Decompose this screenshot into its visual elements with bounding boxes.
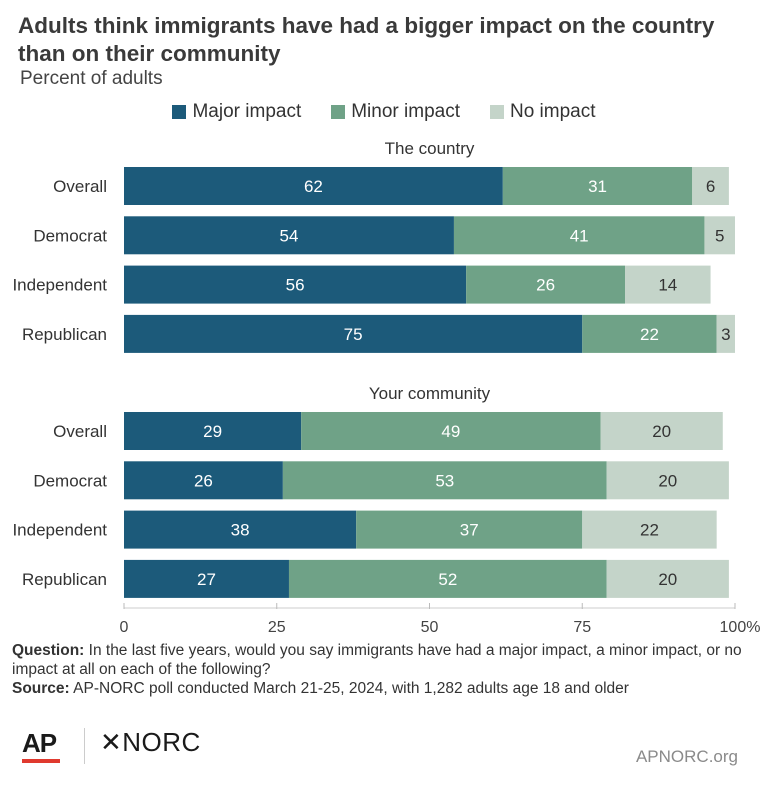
bar-segment-none [606, 461, 729, 500]
legend-swatch-major [172, 105, 187, 119]
category-label: Independent [12, 276, 107, 295]
ap-logo-underline [22, 759, 60, 763]
category-label: Democrat [33, 226, 107, 245]
data-label-minor: 53 [435, 471, 454, 490]
stacked-bar-chart: The country Overall 62 31 6 Democrat 54 41 5 Inde… [12, 139, 761, 636]
data-label-minor: 22 [640, 325, 659, 344]
x-tick-label: 50 [421, 619, 439, 636]
category-label: Overall [53, 422, 107, 441]
chart-title: Adults think immigrants have had a bigge… [18, 13, 715, 66]
category-label: Democrat [33, 471, 107, 490]
data-label-major: 62 [304, 177, 323, 196]
question-text: In the last five years, would you say im… [12, 642, 742, 678]
bar-segment-minor [282, 461, 607, 500]
bar-segment-none [582, 510, 717, 549]
data-label-none: 22 [640, 521, 659, 540]
bar-segment-none [692, 167, 729, 205]
data-label-major: 26 [194, 471, 213, 490]
bar-segment-major [124, 314, 583, 353]
data-label-major: 54 [280, 226, 299, 245]
source-label: Source: [12, 680, 70, 697]
question-label: Question: [12, 642, 85, 659]
group-label: Your community [369, 384, 491, 403]
data-label-none: 20 [658, 471, 677, 490]
bar-segment-minor [356, 510, 583, 549]
data-label-none: 6 [706, 177, 715, 196]
category-label: Overall [53, 177, 107, 196]
data-label-minor: 26 [536, 276, 555, 295]
question-note: Question: In the last five years, would … [12, 641, 752, 679]
bar-segment-none [704, 216, 735, 255]
x-tick-label: 0 [120, 619, 129, 636]
bar-segment-minor [288, 559, 607, 598]
data-label-none: 20 [652, 422, 671, 441]
bar-segment-none [606, 559, 729, 598]
footnote: Question: In the last five years, would … [12, 641, 752, 698]
data-label-none: 3 [721, 325, 730, 344]
site-url: APNORC.org [635, 747, 738, 766]
bar-segment-major [124, 265, 467, 304]
bar-segment-minor [502, 167, 693, 205]
bar-segment-major [124, 510, 357, 549]
data-label-none: 5 [715, 226, 724, 245]
data-label-minor: 37 [460, 521, 479, 540]
data-label-major: 29 [203, 422, 222, 441]
data-label-minor: 31 [588, 177, 607, 196]
bar-segment-none [716, 314, 735, 353]
ap-logo: AP [22, 728, 57, 758]
source-text: AP-NORC poll conducted March 21-25, 2024… [69, 680, 629, 697]
legend-label-none: No impact [509, 101, 596, 122]
legend-item-none: No impact [489, 101, 596, 123]
bar-segment-minor [301, 412, 601, 450]
legend: Major impact Minor impact No impact [0, 101, 768, 123]
bar-segment-major [124, 559, 289, 598]
source-note: Source: AP-NORC poll conducted March 21-… [12, 679, 752, 698]
data-label-none: 14 [658, 276, 677, 295]
data-label-major: 56 [286, 276, 305, 295]
group-label: The country [385, 139, 475, 158]
bar-segment-major [124, 167, 503, 205]
data-label-major: 75 [344, 325, 363, 344]
data-label-major: 38 [231, 521, 250, 540]
legend-label-minor: Minor impact [351, 101, 460, 122]
bar-segment-none [600, 412, 723, 450]
category-label: Republican [22, 325, 107, 344]
bar-segment-major [124, 216, 454, 255]
data-label-minor: 49 [441, 422, 460, 441]
norc-logo: ✕NORC [100, 727, 201, 757]
x-tick-label: 100% [720, 619, 761, 636]
data-label-minor: 52 [438, 570, 457, 589]
data-label-minor: 41 [570, 226, 589, 245]
bar-segment-minor [466, 265, 626, 304]
logo-divider [84, 728, 85, 764]
chart-subtitle: Percent of adults [20, 68, 163, 89]
x-tick-label: 25 [268, 619, 286, 636]
legend-swatch-none [489, 105, 504, 119]
legend-label-major: Major impact [192, 101, 302, 122]
bar-segment-minor [453, 216, 705, 255]
x-tick-label: 75 [573, 619, 591, 636]
category-label: Independent [12, 521, 107, 540]
data-label-none: 20 [658, 570, 677, 589]
legend-swatch-minor [331, 105, 346, 119]
bar-segment-none [625, 265, 711, 304]
bar-segment-major [124, 412, 302, 450]
bar-segment-major [124, 461, 283, 500]
bar-segment-minor [582, 314, 717, 353]
legend-item-major: Major impact [172, 101, 301, 123]
category-label: Republican [22, 570, 107, 589]
legend-item-minor: Minor impact [331, 101, 460, 123]
data-label-major: 27 [197, 570, 216, 589]
